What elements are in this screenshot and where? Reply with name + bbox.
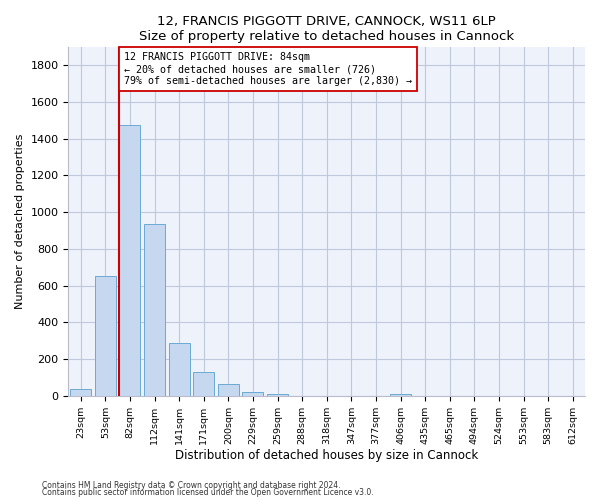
Title: 12, FRANCIS PIGGOTT DRIVE, CANNOCK, WS11 6LP
Size of property relative to detach: 12, FRANCIS PIGGOTT DRIVE, CANNOCK, WS11… <box>139 15 514 43</box>
Bar <box>70 388 91 396</box>
Bar <box>390 394 411 396</box>
X-axis label: Distribution of detached houses by size in Cannock: Distribution of detached houses by size … <box>175 450 478 462</box>
Text: Contains public sector information licensed under the Open Government Licence v3: Contains public sector information licen… <box>42 488 374 497</box>
Bar <box>218 384 239 396</box>
Bar <box>169 342 190 396</box>
Bar <box>242 392 263 396</box>
Bar <box>95 276 116 396</box>
Text: 12 FRANCIS PIGGOTT DRIVE: 84sqm
← 20% of detached houses are smaller (726)
79% o: 12 FRANCIS PIGGOTT DRIVE: 84sqm ← 20% of… <box>124 52 412 86</box>
Bar <box>144 224 165 396</box>
Text: Contains HM Land Registry data © Crown copyright and database right 2024.: Contains HM Land Registry data © Crown c… <box>42 480 341 490</box>
Bar <box>119 125 140 396</box>
Bar <box>267 394 288 396</box>
Bar <box>193 372 214 396</box>
Y-axis label: Number of detached properties: Number of detached properties <box>15 134 25 309</box>
